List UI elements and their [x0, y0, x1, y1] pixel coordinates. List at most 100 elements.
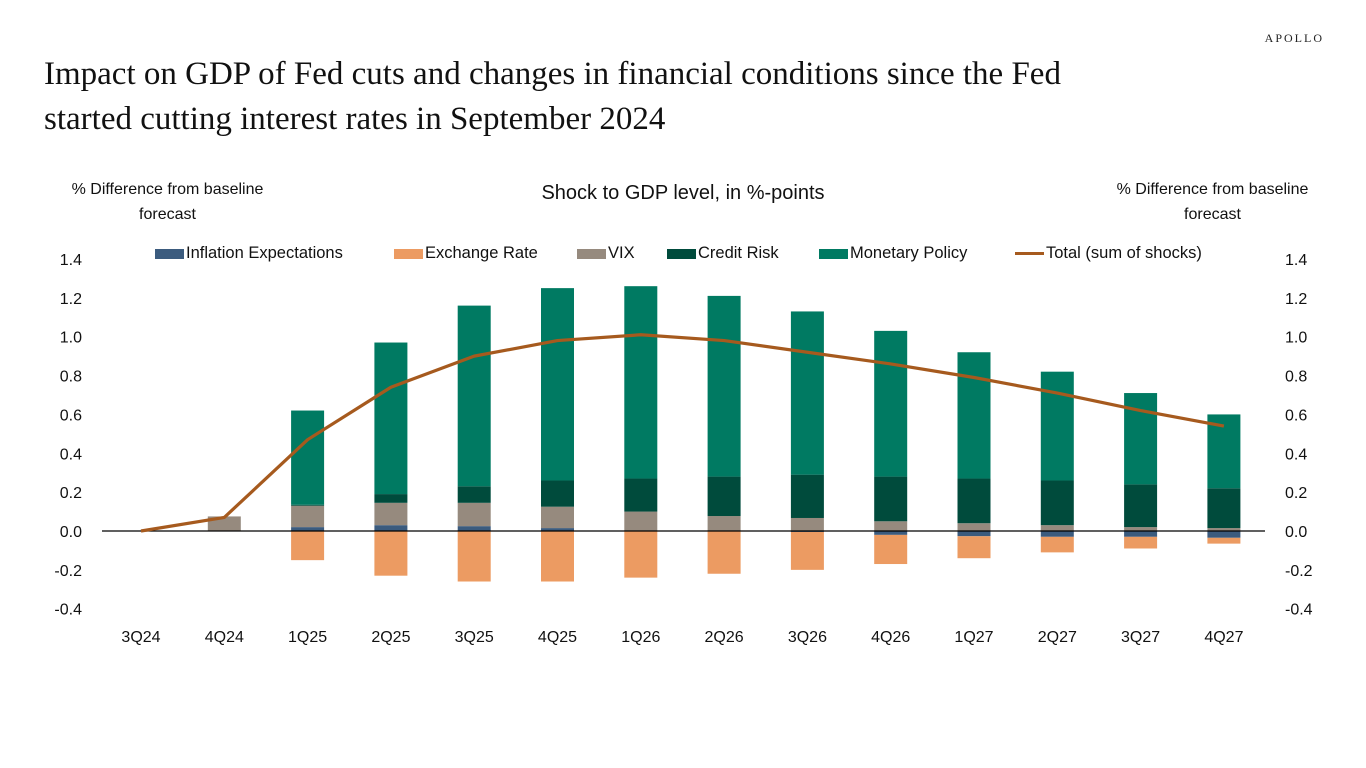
x-tick-label: 3Q25	[455, 629, 494, 646]
legend-label: Total (sum of shocks)	[1046, 244, 1202, 262]
bar-credit-risk	[874, 476, 908, 522]
y-tick-label-left: 0.0	[60, 524, 82, 541]
y-tick-label-left: 0.6	[60, 407, 82, 424]
bar-monetary-policy	[624, 286, 658, 479]
bar-credit-risk	[790, 474, 824, 518]
bar-monetary-policy	[790, 311, 824, 475]
legend-item-vix: VIX	[577, 244, 635, 263]
bar-inflation-expectations	[1124, 531, 1158, 537]
bar-inflation-expectations	[957, 531, 991, 537]
bar-credit-risk	[707, 476, 741, 517]
x-tick-label: 3Q24	[121, 629, 160, 646]
bar-monetary-policy	[957, 352, 991, 479]
bar-exchange-rate	[957, 536, 991, 559]
y-tick-label-right: 0.8	[1285, 369, 1307, 386]
bar-monetary-policy	[291, 410, 325, 505]
y-tick-label-left: -0.2	[54, 563, 82, 580]
page-title: Impact on GDP of Fed cuts and changes in…	[44, 52, 1244, 142]
bar-exchange-rate	[374, 531, 408, 576]
legend-label: Credit Risk	[698, 244, 779, 262]
legend-label: Monetary Policy	[850, 244, 968, 262]
legend-label: Exchange Rate	[425, 244, 538, 262]
y-tick-label-right: 0.4	[1285, 446, 1307, 463]
y-tick-label-right: -0.4	[1285, 602, 1313, 619]
right-axis-label: % Difference from baseline forecast	[1095, 177, 1330, 227]
bar-credit-risk	[291, 504, 325, 506]
chart-legend: Inflation Expectations Exchange Rate VIX…	[0, 244, 1366, 266]
title-line-1: Impact on GDP of Fed cuts and changes in…	[44, 56, 1061, 92]
legend-swatch	[155, 248, 184, 259]
bar-vix	[790, 517, 824, 531]
bar-vix	[874, 521, 908, 531]
y-tick-label-left: 1.4	[60, 252, 82, 269]
bar-monetary-policy	[374, 342, 408, 495]
bar-exchange-rate	[541, 531, 574, 582]
bar-monetary-policy	[457, 305, 491, 487]
bar-monetary-policy	[1040, 371, 1074, 481]
legend-item-credit-risk: Credit Risk	[667, 244, 779, 263]
x-tick-label: 2Q27	[1038, 629, 1077, 646]
bar-monetary-policy	[874, 330, 908, 477]
x-tick-label: 2Q26	[705, 629, 744, 646]
bar-inflation-expectations	[1207, 531, 1241, 538]
bar-vix	[291, 505, 325, 528]
bar-vix	[1124, 527, 1158, 531]
bar-credit-risk	[541, 480, 574, 507]
legend-label: VIX	[608, 244, 635, 262]
bar-inflation-expectations	[374, 525, 408, 531]
bar-vix	[374, 502, 408, 526]
bar-monetary-policy	[541, 288, 574, 481]
right-axis-label-line-1: % Difference from baseline	[1116, 181, 1309, 198]
legend-item-inflation-expectations: Inflation Expectations	[155, 244, 343, 263]
bar-exchange-rate	[1040, 536, 1074, 553]
y-tick-label-right: -0.2	[1285, 563, 1313, 580]
bar-credit-risk	[1124, 484, 1158, 528]
bar-inflation-expectations	[291, 527, 325, 531]
right-axis-label-line-2: forecast	[1184, 206, 1241, 223]
bar-exchange-rate	[457, 531, 491, 582]
y-tick-label-right: 1.2	[1285, 291, 1307, 308]
x-tick-label: 1Q25	[288, 629, 327, 646]
bar-inflation-expectations	[457, 526, 491, 531]
bar-exchange-rate	[790, 531, 824, 570]
y-tick-label-left: 0.4	[60, 446, 82, 463]
legend-swatch	[667, 248, 696, 259]
bar-vix	[1040, 525, 1074, 531]
legend-swatch	[819, 248, 848, 259]
y-tick-label-left: 1.0	[60, 330, 82, 347]
bar-credit-risk	[457, 486, 491, 503]
bar-vix	[1207, 528, 1241, 531]
legend-item-total: Total (sum of shocks)	[1015, 244, 1202, 263]
bar-inflation-expectations	[874, 531, 908, 535]
y-tick-label-left: -0.4	[54, 602, 82, 619]
bar-monetary-policy	[1207, 414, 1241, 489]
left-axis-label: % Difference from baseline forecast	[50, 177, 285, 227]
y-tick-label-right: 1.0	[1285, 330, 1307, 347]
bar-credit-risk	[1040, 480, 1074, 526]
x-tick-label: 4Q26	[871, 629, 910, 646]
apollo-logo: APOLLO	[1264, 31, 1324, 45]
bar-exchange-rate	[874, 534, 908, 565]
bar-vix	[624, 511, 658, 531]
bar-vix	[457, 502, 491, 527]
title-line-2: started cutting interest rates in Septem…	[44, 101, 666, 137]
x-tick-label: 1Q27	[954, 629, 993, 646]
bar-vix	[957, 523, 991, 531]
bar-vix	[707, 516, 741, 531]
bar-credit-risk	[957, 478, 991, 524]
y-tick-label-right: 0.2	[1285, 485, 1307, 502]
bar-credit-risk	[624, 478, 658, 512]
bar-exchange-rate	[1124, 536, 1158, 549]
x-tick-label: 1Q26	[621, 629, 660, 646]
bar-inflation-expectations	[541, 528, 574, 531]
x-tick-label: 4Q24	[205, 629, 244, 646]
bar-exchange-rate	[707, 531, 741, 574]
y-tick-label-right: 0.6	[1285, 407, 1307, 424]
x-tick-label: 4Q25	[538, 629, 577, 646]
bar-inflation-expectations	[1040, 531, 1074, 537]
x-tick-label: 3Q26	[788, 629, 827, 646]
bar-monetary-policy	[707, 295, 741, 477]
legend-swatch	[394, 248, 423, 259]
y-tick-label-left: 0.8	[60, 369, 82, 386]
bar-credit-risk	[1207, 488, 1241, 529]
